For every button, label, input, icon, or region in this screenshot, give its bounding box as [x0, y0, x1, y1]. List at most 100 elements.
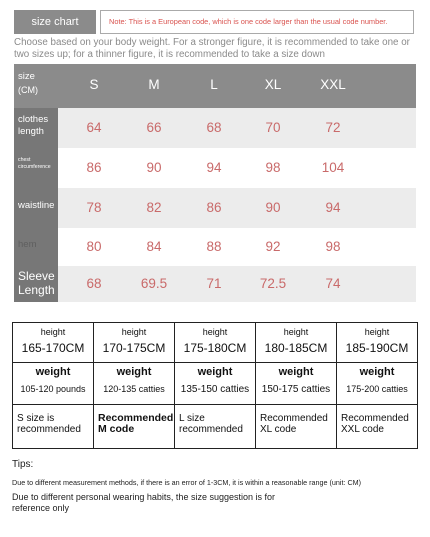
value-cell: 80 — [86, 239, 102, 254]
size-names: S M L XL XXL — [58, 64, 416, 108]
value-cell: 88 — [206, 239, 222, 254]
height-label: height — [202, 327, 228, 337]
size-xxl: XXL — [320, 77, 346, 92]
size-table-header-row: size (CM) S M L XL XXL — [14, 64, 416, 108]
value-cell: 74 — [325, 276, 341, 291]
height-value: 165-170CM — [21, 341, 85, 355]
weight-label: weight — [278, 366, 314, 378]
weight-label: weight — [35, 366, 71, 378]
row-label-cell: chest circumference — [14, 148, 58, 188]
weight-label: weight — [197, 366, 233, 378]
weight-cell: weight 135-150 catties — [174, 362, 256, 405]
height-cell: height 180-185CM — [255, 322, 337, 363]
top-bar: size chart Note: This is a European code… — [0, 0, 430, 36]
height-cell: height 165-170CM — [12, 322, 94, 363]
size-header-label: size — [18, 71, 35, 82]
weight-value: 135-150 catties — [180, 384, 250, 395]
tip-measurement-error: Due to different measurement methods, if… — [12, 478, 362, 487]
row-label: waistline — [18, 200, 55, 211]
weight-row: weight 105-120 pounds weight 120-135 catti… — [12, 362, 418, 405]
row-label: clothes length — [18, 114, 49, 137]
row-label: Sleeve Length — [18, 269, 55, 297]
row-label-cell: clothes length — [14, 108, 58, 148]
height-label: height — [283, 327, 309, 337]
row-label-cell: waistline — [14, 188, 58, 228]
value-cell: 72.5 — [259, 276, 287, 291]
size-row-sleeve-length: Sleeve Length 68 69.5 71 72.5 74 — [14, 266, 416, 302]
size-recommendation: Recommended XL code — [255, 404, 337, 449]
value-cell: 70 — [265, 120, 281, 135]
european-size-note: Note: This is a European code, which is … — [100, 10, 414, 34]
recommendation-row: S size is recommended Recommended M code… — [12, 404, 418, 449]
row-values: 86 90 94 98 104 — [58, 148, 416, 188]
size-header-cell: size (CM) — [14, 64, 58, 108]
height-value: 180-185CM — [264, 341, 328, 355]
row-values: 78 82 86 90 94 — [58, 188, 416, 228]
size-header-unit: (CM) — [18, 85, 38, 95]
value-cell: 82 — [146, 200, 162, 215]
size-row-chest-circumference: chest circumference 86 90 94 98 104 — [14, 148, 416, 188]
height-value: 175-180CM — [183, 341, 247, 355]
value-cell: 90 — [265, 200, 281, 215]
row-label: hem — [18, 239, 37, 250]
value-cell: 94 — [325, 200, 341, 215]
weight-cell: weight 105-120 pounds — [12, 362, 94, 405]
weight-cell: weight 175-200 catties — [336, 362, 418, 405]
size-s: S — [89, 77, 99, 92]
value-cell: 68 — [206, 120, 222, 135]
weight-cell: weight 150-175 catties — [255, 362, 337, 405]
size-recommendation: S size is recommended — [12, 404, 94, 449]
value-cell: 92 — [265, 239, 281, 254]
size-recommendation: L size recommended — [174, 404, 256, 449]
size-recommendation-table: height 165-170CM height 170-175CM height 17… — [12, 322, 418, 449]
height-label: height — [40, 327, 66, 337]
row-label-cell: hem — [14, 228, 58, 266]
height-value: 185-190CM — [345, 341, 409, 355]
value-cell: 66 — [146, 120, 162, 135]
value-cell: 94 — [206, 160, 222, 175]
size-row-hem: hem 80 84 88 92 98 — [14, 228, 416, 266]
value-cell: 78 — [86, 200, 102, 215]
height-row: height 165-170CM height 170-175CM height 17… — [12, 322, 418, 363]
value-cell: 86 — [86, 160, 102, 175]
weight-value: 105-120 pounds — [20, 384, 86, 394]
size-row-waistline: waistline 78 82 86 90 94 — [14, 188, 416, 228]
weight-label: weight — [359, 366, 395, 378]
height-value: 170-175CM — [102, 341, 166, 355]
weight-value: 175-200 catties — [346, 384, 408, 394]
value-cell: 68 — [86, 276, 102, 291]
size-m: M — [148, 77, 160, 92]
value-cell: 98 — [325, 239, 341, 254]
value-cell: 98 — [265, 160, 281, 175]
size-row-clothes-length: clothes length 64 66 68 70 72 — [14, 108, 416, 148]
height-cell: height 185-190CM — [336, 322, 418, 363]
value-cell: 104 — [321, 160, 345, 175]
size-recommendation: Recommended M code — [93, 404, 175, 449]
weight-label: weight — [116, 366, 152, 378]
row-label: chest circumference — [18, 157, 51, 170]
weight-value: 120-135 catties — [103, 384, 165, 394]
size-l: L — [210, 77, 218, 92]
height-label: height — [121, 327, 147, 337]
weight-value: 150-175 catties — [261, 384, 331, 395]
height-label: height — [364, 327, 390, 337]
value-cell: 84 — [146, 239, 162, 254]
size-recommendation: Recommended XXL code — [336, 404, 418, 449]
value-cell: 64 — [86, 120, 102, 135]
size-chart-tab: size chart — [14, 10, 96, 34]
row-label-cell: Sleeve Length — [14, 266, 58, 302]
value-cell: 69.5 — [140, 276, 168, 291]
row-values: 64 66 68 70 72 — [58, 108, 416, 148]
tip-wearing-habits: Due to different personal wearing habits… — [12, 492, 275, 513]
weight-cell: weight 120-135 catties — [93, 362, 175, 405]
size-xl: XL — [264, 77, 282, 92]
row-values: 68 69.5 71 72.5 74 — [58, 266, 416, 302]
height-cell: height 170-175CM — [93, 322, 175, 363]
tips-title: Tips: — [12, 459, 34, 470]
value-cell: 90 — [146, 160, 162, 175]
row-values: 80 84 88 92 98 — [58, 228, 416, 266]
value-cell: 86 — [206, 200, 222, 215]
size-selection-instruction: Choose based on your body weight. For a … — [14, 37, 410, 60]
height-cell: height 175-180CM — [174, 322, 256, 363]
value-cell: 71 — [206, 276, 222, 291]
